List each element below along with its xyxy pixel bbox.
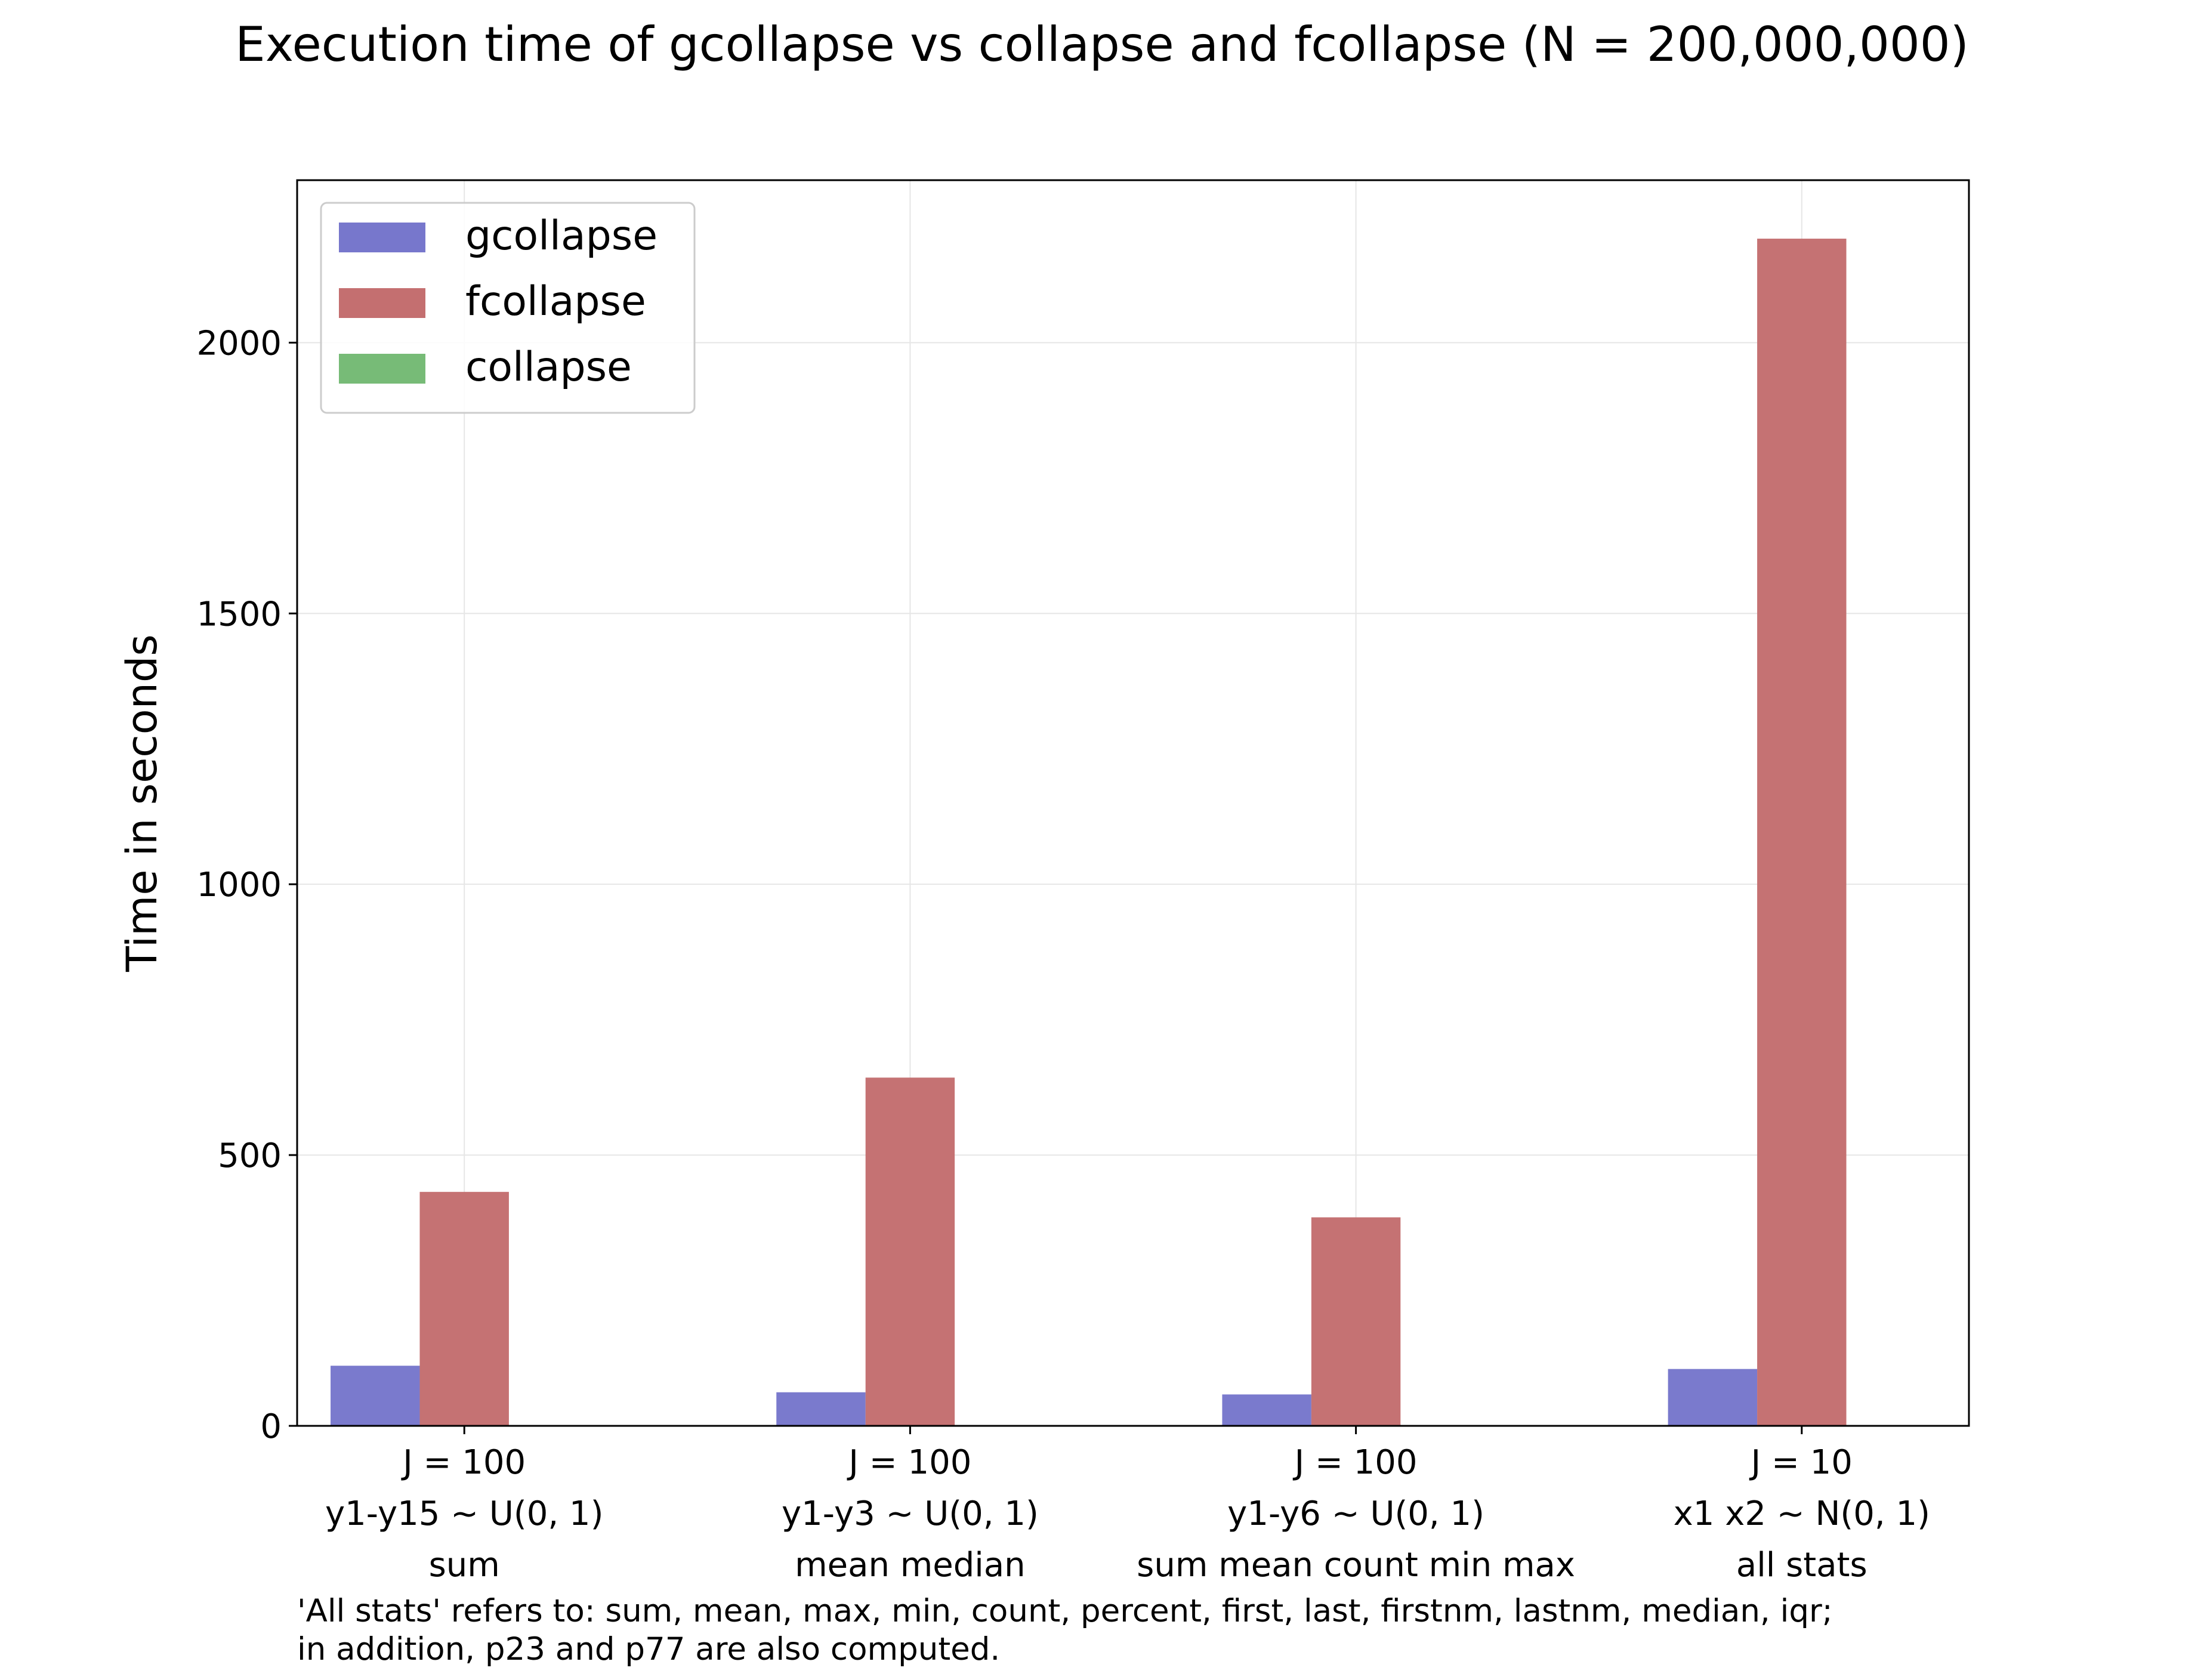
- x-tick-label: sum mean count min max: [1137, 1546, 1575, 1585]
- bar-gcollapse: [331, 1366, 420, 1426]
- x-tick-label: x1 x2 ~ N(0, 1): [1674, 1494, 1930, 1533]
- x-tick-label: J = 100: [847, 1443, 971, 1482]
- y-tick-label: 1500: [196, 595, 282, 634]
- x-tick-label: J = 100: [401, 1443, 526, 1482]
- bar-gcollapse: [1668, 1369, 1758, 1426]
- chart-title: Execution time of gcollapse vs collapse …: [235, 17, 1969, 72]
- x-tick-label: y1-y6 ~ U(0, 1): [1227, 1494, 1484, 1533]
- footnote: 'All stats' refers to: sum, mean, max, m…: [297, 1593, 1833, 1667]
- y-tick-label: 1000: [196, 866, 282, 904]
- x-tick-label: sum: [429, 1546, 500, 1585]
- y-tick-label: 500: [218, 1137, 282, 1175]
- x-tick-label: mean median: [795, 1546, 1026, 1585]
- x-tick-label: J = 100: [1293, 1443, 1418, 1482]
- legend-label-gcollapse: gcollapse: [465, 212, 658, 260]
- bar-fcollapse: [1311, 1217, 1401, 1426]
- legend-swatch-collapse: [339, 354, 425, 384]
- bar-gcollapse: [776, 1392, 866, 1426]
- x-tick-label: all stats: [1736, 1546, 1867, 1585]
- legend: gcollapse fcollapse collapse: [320, 202, 696, 414]
- y-tick-label: 2000: [196, 324, 282, 363]
- legend-swatch-fcollapse: [339, 288, 425, 318]
- x-axis-ticks: J = 100 y1-y15 ~ U(0, 1) sum J = 100 y1-y3 ~…: [325, 1426, 1930, 1585]
- y-axis-ticks: 0 500 1000 1500 2000: [196, 324, 297, 1446]
- x-tick-label: y1-y3 ~ U(0, 1): [782, 1494, 1039, 1533]
- bar-gcollapse: [1222, 1394, 1311, 1426]
- plot-frame: [296, 179, 1970, 1427]
- bars: [331, 239, 1847, 1426]
- legend-label-collapse: collapse: [465, 344, 632, 391]
- legend-swatch-gcollapse: [339, 223, 425, 252]
- footnote-line: 'All stats' refers to: sum, mean, max, m…: [297, 1593, 1833, 1629]
- bar-fcollapse: [1757, 239, 1847, 1426]
- y-axis-label: Time in seconds: [118, 634, 166, 972]
- y-tick-label: 0: [260, 1407, 282, 1446]
- legend-label-fcollapse: fcollapse: [465, 278, 646, 325]
- x-tick-label: J = 10: [1749, 1443, 1853, 1482]
- footnote-line: in addition, p23 and p77 are also comput…: [297, 1631, 1000, 1667]
- bar-fcollapse: [865, 1077, 955, 1426]
- x-tick-label: y1-y15 ~ U(0, 1): [325, 1494, 603, 1533]
- bar-fcollapse: [419, 1191, 509, 1426]
